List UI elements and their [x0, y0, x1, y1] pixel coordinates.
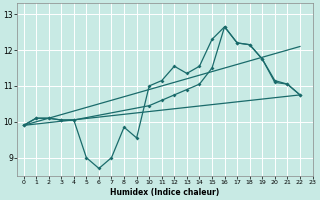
X-axis label: Humidex (Indice chaleur): Humidex (Indice chaleur) [110, 188, 220, 197]
